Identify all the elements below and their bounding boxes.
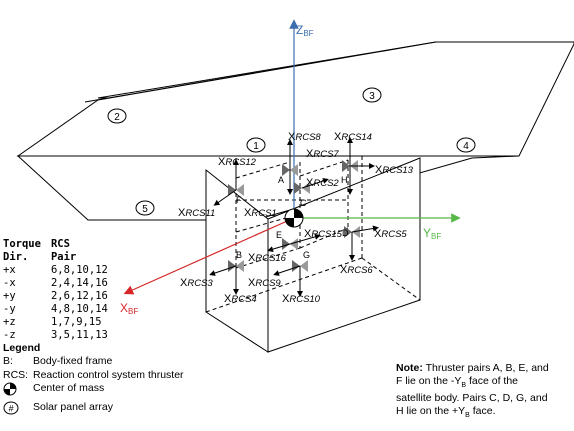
- rcs-label-6: XRCS6: [340, 264, 373, 276]
- note-line-1: Note: Thruster pairs A, B, E, and: [396, 362, 549, 374]
- legend-item: Center of mass: [3, 382, 233, 401]
- legend-text: Body-fixed frame: [33, 355, 113, 367]
- thruster-cluster-E: [282, 238, 298, 250]
- rcs-pair: 6,8,10,12: [50, 264, 108, 276]
- note-line-4: H lie on the +YB face.: [396, 405, 496, 420]
- thrust-arrows: [209, 137, 379, 297]
- header-dir: Dir.: [3, 251, 29, 263]
- rcs-label-5: XRCS5: [374, 228, 407, 240]
- thruster-label-E: E: [276, 230, 282, 240]
- x-axis-label: XBF: [120, 301, 138, 316]
- panel-number-3: 3: [362, 87, 382, 103]
- rcs-label-12: XRCS12: [218, 156, 257, 168]
- rcs-label-11: XRCS11: [178, 207, 215, 219]
- thruster-cluster-A: [282, 164, 298, 176]
- header-rcs: RCS: [50, 238, 70, 250]
- legend: Legend B: Body-fixed frame RCS: Reaction…: [3, 342, 233, 419]
- rcs-label-9: XRCS9: [248, 277, 281, 289]
- torque-table-header-row-2: Dir. Pair: [3, 251, 118, 264]
- thruster-label-G: G: [303, 250, 310, 260]
- note-line-2: F lie on the -YB face of the: [396, 375, 518, 390]
- center-of-mass-icon: [284, 208, 304, 228]
- thruster-label-A: A: [278, 175, 284, 185]
- panel-number-1: 1: [246, 137, 266, 153]
- table-row: +z 1,7,9,15: [3, 316, 118, 329]
- satellite-body: [205, 42, 421, 353]
- header-pair: Pair: [50, 251, 77, 263]
- svg-text:4: 4: [463, 141, 469, 152]
- rcs-label-8: XRCS8: [288, 131, 321, 143]
- rcs-label-16: XRCS16: [248, 252, 287, 264]
- note: Note: Thruster pairs A, B, E, and F lie …: [396, 362, 566, 422]
- legend-item: B: Body-fixed frame: [3, 355, 233, 369]
- legend-item: RCS: Reaction control system thruster: [3, 369, 233, 383]
- table-row: +y 2,6,12,16: [3, 290, 118, 303]
- thruster-label-C: C: [300, 198, 307, 208]
- thruster-cluster-B: [228, 260, 244, 272]
- legend-key: RCS:: [3, 368, 29, 381]
- torque-dir: +x: [3, 264, 16, 276]
- legend-text: Center of mass: [33, 382, 105, 394]
- y-axis-label: YBF: [423, 226, 441, 241]
- svg-text:5: 5: [142, 204, 148, 215]
- rcs-pair: 3,5,11,13: [50, 329, 108, 341]
- torque-dir: +z: [3, 316, 16, 328]
- svg-text:1: 1: [253, 141, 259, 152]
- thruster-label-H: H: [341, 175, 348, 185]
- x-axis: [123, 217, 295, 295]
- thruster-cluster-D: [344, 226, 360, 238]
- table-row: +x 6,8,10,12: [3, 264, 118, 277]
- header-torque: Torque: [3, 238, 41, 250]
- torque-table: Torque RCS Dir. Pair +x 6,8,10,12 -x 2,4,1…: [3, 238, 118, 342]
- thruster-cluster-F: [228, 184, 244, 196]
- rcs-label-14: XRCS14: [334, 131, 372, 143]
- svg-text:2: 2: [114, 112, 120, 123]
- rcs-pair: 1,7,9,15: [50, 316, 102, 328]
- torque-dir: -z: [3, 329, 16, 341]
- center-of-mass-icon: [3, 382, 33, 401]
- svg-text:#: #: [8, 403, 14, 413]
- table-row: -x 2,4,14,16: [3, 277, 118, 290]
- z-axis-label: ZBF: [296, 23, 314, 38]
- note-bold: Note:: [396, 362, 423, 374]
- legend-item: # Solar panel array: [3, 401, 233, 420]
- panel-number-4: 4: [456, 137, 476, 153]
- legend-text: Solar panel array: [33, 400, 113, 413]
- rcs-label-15: XRCS15: [304, 228, 343, 240]
- svg-text:3: 3: [369, 91, 375, 102]
- legend-key: B:: [3, 355, 13, 367]
- rcs-label-7: XRCS7: [306, 148, 339, 160]
- table-row: -y 4,8,10,14: [3, 303, 118, 316]
- thruster-label-B: B: [236, 250, 242, 260]
- rcs-label-10: XRCS10: [282, 293, 321, 305]
- thruster-frame: [235, 158, 349, 269]
- legend-text: Reaction control system thruster: [33, 368, 184, 381]
- rcs-pair: 2,6,12,16: [50, 290, 108, 302]
- rcs-label-13: XRCS13: [375, 164, 414, 176]
- note-line-3: satellite body. Pairs C, D, G, and: [396, 392, 548, 405]
- thruster-cluster-G: [292, 260, 308, 272]
- rcs-pair: 2,4,14,16: [50, 277, 108, 289]
- rcs-label-1: XRCS1: [244, 207, 277, 219]
- torque-table-header-row-1: Torque RCS: [3, 238, 118, 251]
- panel-number-icon: #: [3, 401, 33, 420]
- table-row: -z 3,5,11,13: [3, 329, 118, 342]
- torque-dir: -x: [3, 277, 16, 289]
- panel-number-2: 2: [107, 108, 127, 124]
- torque-dir: -y: [3, 303, 16, 315]
- legend-title: Legend: [3, 342, 41, 354]
- rcs-pair: 4,8,10,14: [50, 303, 108, 315]
- thruster-label-F: F: [236, 195, 242, 205]
- torque-dir: +y: [3, 290, 16, 302]
- rcs-label-2: XRCS2: [306, 177, 339, 189]
- thruster-label-D: D: [342, 228, 349, 238]
- rcs-label-3: XRCS3: [180, 277, 213, 289]
- rcs-label-4: XRCS4: [224, 293, 257, 305]
- thruster-cluster-C: [294, 182, 310, 194]
- panel-number-5: 5: [135, 200, 155, 216]
